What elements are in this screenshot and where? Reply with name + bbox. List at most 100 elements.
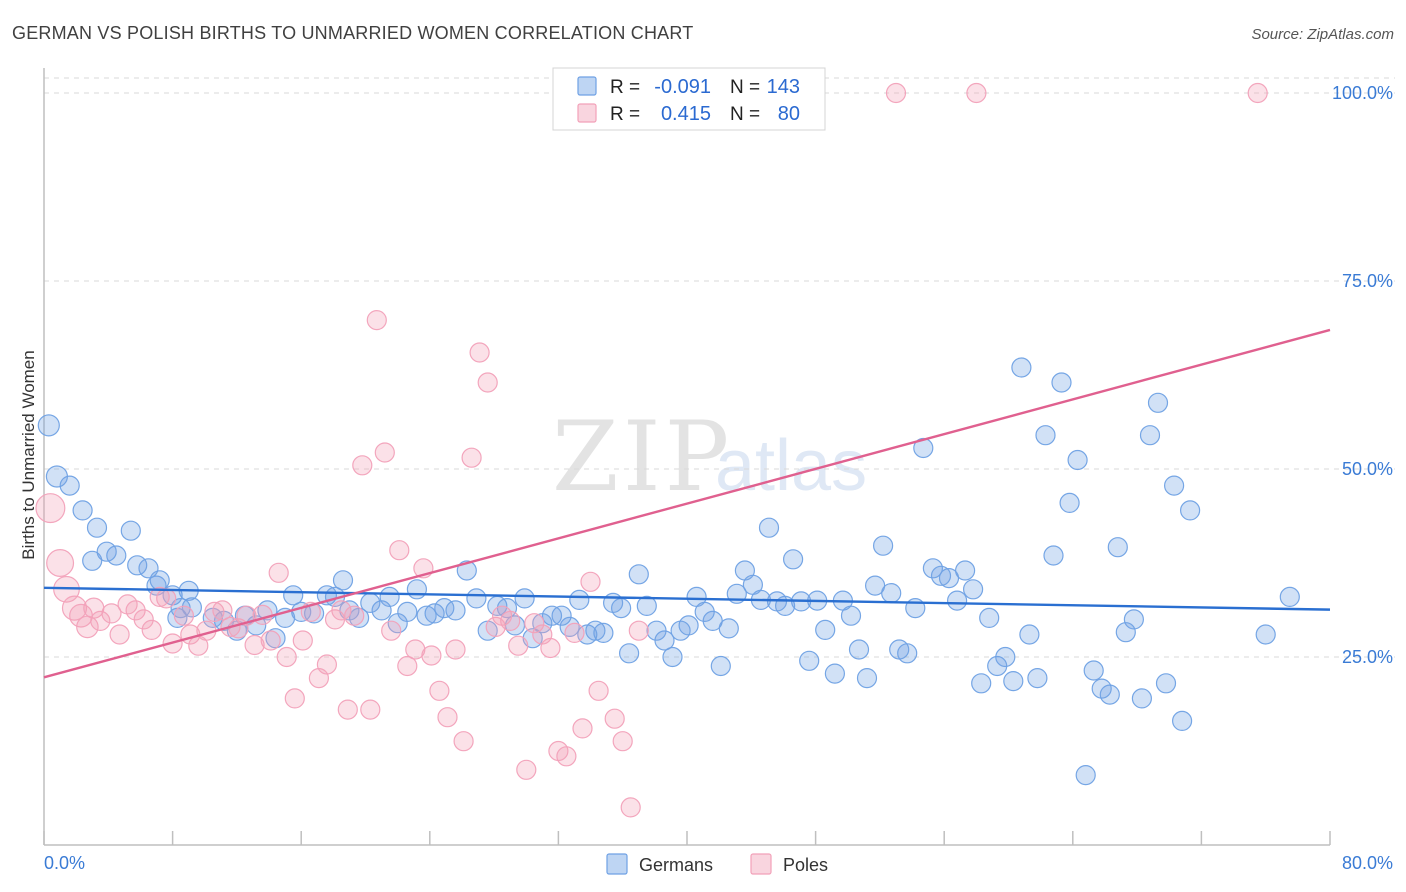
point-germans-119 bbox=[1083, 660, 1104, 681]
point-poles-80 bbox=[1247, 82, 1268, 104]
point-germans-26 bbox=[283, 585, 304, 606]
point-germans-62 bbox=[618, 643, 640, 664]
stats-legend: R = -0.091 N = 143 R = 0.415 N = 80 bbox=[552, 67, 826, 131]
point-poles-70 bbox=[588, 680, 609, 701]
point-germans-58 bbox=[585, 620, 606, 641]
point-germans-54 bbox=[551, 605, 572, 626]
point-germans-43 bbox=[445, 600, 466, 621]
point-germans-9 bbox=[127, 555, 148, 576]
point-germans-36 bbox=[379, 586, 400, 608]
point-poles-72 bbox=[612, 731, 633, 752]
y-tick-label-25: 25.0% bbox=[1342, 647, 1393, 667]
point-poles-31 bbox=[284, 688, 305, 709]
point-poles-29 bbox=[268, 562, 289, 583]
y-tick-label-50: 50.0% bbox=[1342, 459, 1393, 479]
point-germans-122 bbox=[1107, 537, 1128, 558]
point-germans-61 bbox=[610, 597, 632, 619]
trend-line-germans bbox=[43, 586, 1331, 611]
point-germans-2 bbox=[59, 475, 80, 496]
series-legend-swatch-poles bbox=[750, 853, 772, 875]
point-germans-74 bbox=[718, 618, 739, 639]
point-germans-79 bbox=[758, 517, 780, 538]
point-poles-8 bbox=[101, 603, 122, 624]
point-germans-127 bbox=[1147, 392, 1169, 413]
point-poles-1 bbox=[46, 548, 75, 577]
point-germans-39 bbox=[406, 579, 427, 600]
point-poles-43 bbox=[374, 442, 395, 463]
point-poles-14 bbox=[149, 586, 170, 608]
y-axis-label: Births to Unmarried Women bbox=[19, 350, 38, 559]
point-germans-104 bbox=[962, 579, 984, 600]
point-poles-15 bbox=[156, 588, 177, 609]
point-germans-50 bbox=[514, 588, 535, 609]
point-germans-123 bbox=[1115, 622, 1136, 643]
y-tick-label-100: 100.0% bbox=[1332, 83, 1393, 103]
point-germans-66 bbox=[654, 630, 675, 651]
point-germans-111 bbox=[1019, 624, 1040, 645]
point-poles-46 bbox=[397, 655, 418, 677]
legend-r-label-germans: R = bbox=[610, 77, 640, 98]
point-poles-73 bbox=[620, 797, 641, 818]
series-legend: Germans Poles bbox=[606, 853, 828, 875]
point-germans-41 bbox=[424, 603, 445, 624]
point-germans-90 bbox=[848, 639, 870, 660]
point-germans-87 bbox=[824, 663, 846, 684]
point-germans-124 bbox=[1123, 609, 1145, 630]
point-germans-126 bbox=[1139, 425, 1161, 446]
legend-swatch-poles bbox=[577, 103, 597, 123]
legend-n-label-poles: N = bbox=[730, 104, 760, 125]
stats-legend-box bbox=[552, 67, 826, 131]
point-poles-66 bbox=[556, 746, 577, 767]
point-germans-129 bbox=[1163, 475, 1185, 496]
point-poles-69 bbox=[580, 571, 601, 592]
point-germans-86 bbox=[815, 619, 836, 641]
legend-n-label-germans: N = bbox=[730, 77, 760, 98]
point-poles-28 bbox=[260, 630, 281, 651]
point-germans-115 bbox=[1051, 372, 1072, 393]
point-poles-78 bbox=[885, 82, 907, 104]
point-poles-59 bbox=[500, 610, 521, 632]
legend-swatch-germans bbox=[577, 76, 597, 96]
point-poles-55 bbox=[469, 342, 490, 363]
point-germans-131 bbox=[1179, 500, 1201, 521]
point-poles-45 bbox=[389, 540, 410, 561]
point-germans-17 bbox=[181, 597, 202, 618]
point-poles-71 bbox=[604, 708, 625, 729]
point-poles-62 bbox=[524, 613, 545, 634]
point-poles-3 bbox=[61, 595, 88, 621]
point-poles-0 bbox=[35, 493, 66, 524]
point-germans-94 bbox=[881, 582, 902, 604]
point-poles-53 bbox=[453, 731, 474, 752]
point-poles-41 bbox=[360, 699, 381, 720]
x-tick-label-max: 80.0% bbox=[1342, 853, 1393, 873]
point-poles-38 bbox=[337, 699, 358, 720]
point-poles-22 bbox=[212, 600, 233, 621]
watermark-zip: ZIP bbox=[552, 401, 733, 513]
point-poles-44 bbox=[381, 620, 402, 641]
point-germans-121 bbox=[1099, 684, 1120, 705]
point-poles-52 bbox=[445, 639, 466, 660]
point-poles-32 bbox=[292, 630, 313, 651]
point-germans-38 bbox=[397, 601, 418, 623]
point-germans-114 bbox=[1043, 545, 1064, 566]
y-tick-label-75: 75.0% bbox=[1342, 271, 1393, 291]
point-poles-49 bbox=[421, 645, 442, 666]
series-poles-points bbox=[35, 82, 1268, 818]
point-germans-0 bbox=[37, 414, 60, 437]
legend-n-value-germans: 143 bbox=[767, 76, 800, 98]
point-germans-112 bbox=[1027, 667, 1048, 689]
point-germans-109 bbox=[1003, 670, 1024, 692]
legend-n-value-poles: 80 bbox=[778, 103, 800, 125]
point-poles-54 bbox=[461, 447, 482, 468]
point-germans-67 bbox=[662, 646, 683, 668]
point-poles-7 bbox=[90, 610, 111, 632]
point-germans-7 bbox=[106, 545, 127, 566]
x-tick-label-min: 0.0% bbox=[44, 853, 85, 873]
point-germans-98 bbox=[913, 437, 934, 459]
point-germans-125 bbox=[1131, 688, 1153, 709]
point-poles-42 bbox=[366, 310, 387, 331]
trend-lines bbox=[43, 328, 1331, 679]
point-poles-74 bbox=[628, 620, 649, 641]
point-germans-31 bbox=[332, 570, 354, 591]
